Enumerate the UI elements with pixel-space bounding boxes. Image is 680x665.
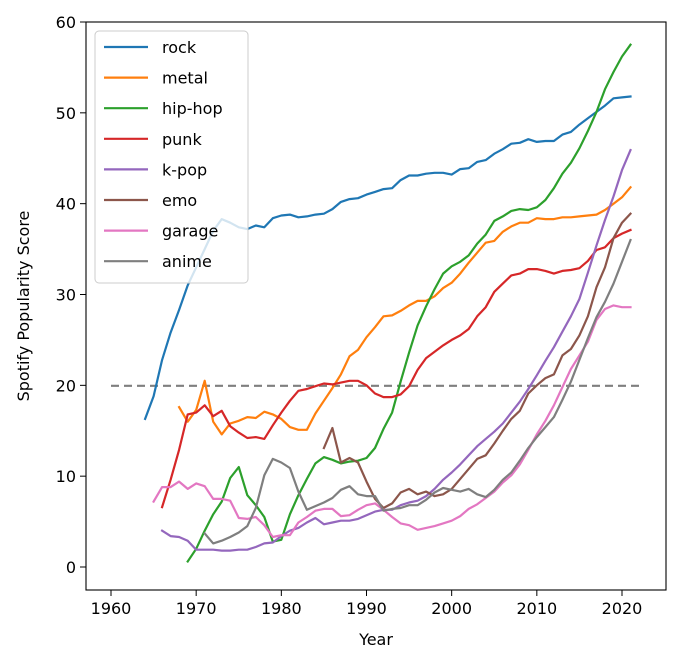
- legend-label-anime: anime: [162, 252, 212, 271]
- plot-frame: [85, 21, 667, 591]
- series-line-anime: [203, 238, 632, 545]
- y-axis: 0 10 20 30 40 50 60: [56, 13, 86, 577]
- legend-label-rock: rock: [162, 38, 197, 57]
- y-tick-label: 30: [56, 286, 76, 305]
- x-tick-label: 2010: [516, 599, 557, 618]
- y-tick-label: 50: [56, 104, 76, 123]
- y-tick-label: 10: [56, 467, 76, 486]
- y-tick-label: 40: [56, 195, 76, 214]
- x-axis-title: Year: [358, 630, 393, 649]
- legend-label-emo: emo: [162, 191, 197, 210]
- series-layer: [143, 43, 633, 564]
- legend-box: [94, 30, 249, 284]
- y-tick-label: 60: [56, 13, 76, 32]
- x-tick-label: 2020: [602, 599, 643, 618]
- legend: rock metal hip-hop punk k-pop emo garage anime: [94, 30, 249, 284]
- x-tick-label: 2000: [431, 599, 472, 618]
- series-line-emo: [322, 212, 633, 510]
- series-line-metal: [177, 185, 633, 436]
- x-tick-label: 1990: [346, 599, 387, 618]
- legend-label-k-pop: k-pop: [162, 160, 207, 179]
- legend-label-hip-hop: hip-hop: [162, 99, 223, 118]
- y-axis-title: Spotify Popularity Score: [14, 211, 33, 402]
- x-axis: 1960 1970 1980 1990 2000 2010 2020: [91, 590, 643, 618]
- x-tick-label: 1980: [261, 599, 302, 618]
- legend-label-metal: metal: [162, 69, 208, 88]
- legend-label-garage: garage: [162, 222, 218, 241]
- x-tick-label: 1960: [91, 599, 132, 618]
- y-tick-label: 0: [66, 558, 76, 577]
- series-line-punk: [160, 228, 632, 509]
- series-line-hip-hop: [186, 43, 633, 564]
- y-tick-label: 20: [56, 376, 76, 395]
- legend-label-punk: punk: [162, 130, 202, 149]
- series-line-garage: [152, 304, 632, 539]
- x-tick-label: 1970: [176, 599, 217, 618]
